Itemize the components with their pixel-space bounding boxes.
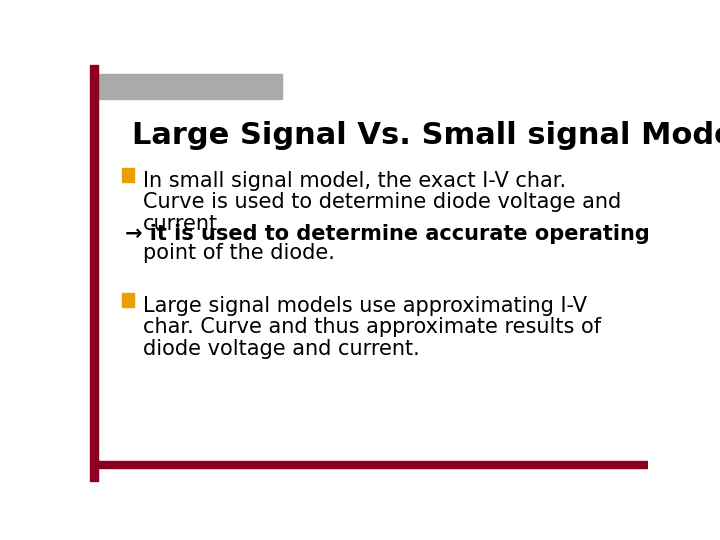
Text: → it is used to determine accurate operating: → it is used to determine accurate opera…: [125, 224, 650, 244]
Bar: [98, 462, 648, 468]
Text: Large Signal Vs. Small signal Models: Large Signal Vs. Small signal Models: [132, 121, 720, 150]
Text: Curve is used to determine diode voltage and: Curve is used to determine diode voltage…: [143, 192, 621, 212]
Text: In small signal model, the exact I-V char.: In small signal model, the exact I-V cha…: [143, 171, 566, 191]
Text: current: current: [143, 214, 218, 234]
Bar: [90, 65, 98, 481]
Bar: [98, 74, 282, 99]
Bar: [122, 293, 134, 307]
Text: char. Curve and thus approximate results of: char. Curve and thus approximate results…: [143, 317, 601, 337]
Text: Large signal models use approximating I-V: Large signal models use approximating I-…: [143, 295, 587, 315]
Text: point of the diode.: point of the diode.: [143, 243, 335, 263]
Bar: [122, 168, 134, 182]
Text: diode voltage and current.: diode voltage and current.: [143, 339, 420, 359]
